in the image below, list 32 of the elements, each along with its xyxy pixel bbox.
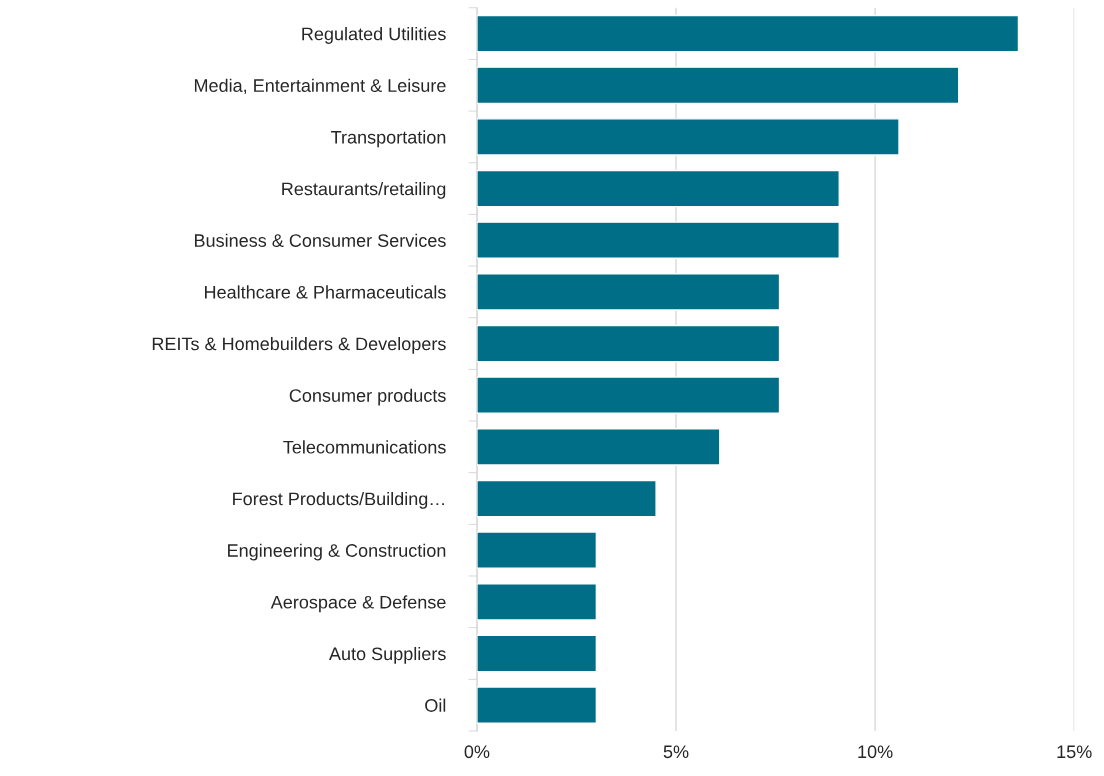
- bar: [476, 376, 781, 414]
- y-tick-label: Oil: [425, 698, 446, 712]
- y-tick-label: Restaurants/retailing: [282, 182, 446, 199]
- y-tick-label: Forest Products/Building…: [233, 491, 444, 509]
- y-tick-label: Transportation: [331, 130, 446, 148]
- y-tick-label: Engineering & Construction: [228, 543, 446, 561]
- bar: [476, 479, 657, 518]
- bar: [476, 634, 598, 673]
- bar: [476, 169, 840, 208]
- y-tick-label: Regulated Utilities: [302, 27, 446, 44]
- bar: [476, 583, 598, 621]
- y-tick-label: Consumer products: [289, 388, 446, 406]
- y-tick-label: Healthcare & Pharmaceuticals: [205, 285, 446, 299]
- bar: [476, 221, 840, 260]
- x-tick-label: 10%: [858, 745, 893, 759]
- y-tick-label: Auto Suppliers: [328, 646, 446, 664]
- y-tick-label: Media, Entertainment & Leisure: [194, 78, 446, 95]
- bar: [476, 14, 1020, 53]
- y-tick-label: REITs & Homebuilders & Developers: [152, 337, 446, 354]
- bar: [476, 273, 781, 311]
- x-tick-label: 0%: [464, 745, 490, 759]
- x-tick-label: 5%: [663, 745, 689, 759]
- bar: [476, 428, 721, 466]
- bar: [476, 686, 598, 724]
- bar: [476, 118, 900, 156]
- y-tick-label: Aerospace & Defense: [270, 595, 446, 613]
- y-tick-label: Business & Consumer Services: [194, 233, 446, 247]
- y-tick-label: Telecommunications: [283, 440, 446, 454]
- bar: [476, 66, 960, 105]
- bar: [476, 324, 781, 363]
- x-tick-label: 15%: [1057, 745, 1092, 759]
- bar: [476, 531, 598, 569]
